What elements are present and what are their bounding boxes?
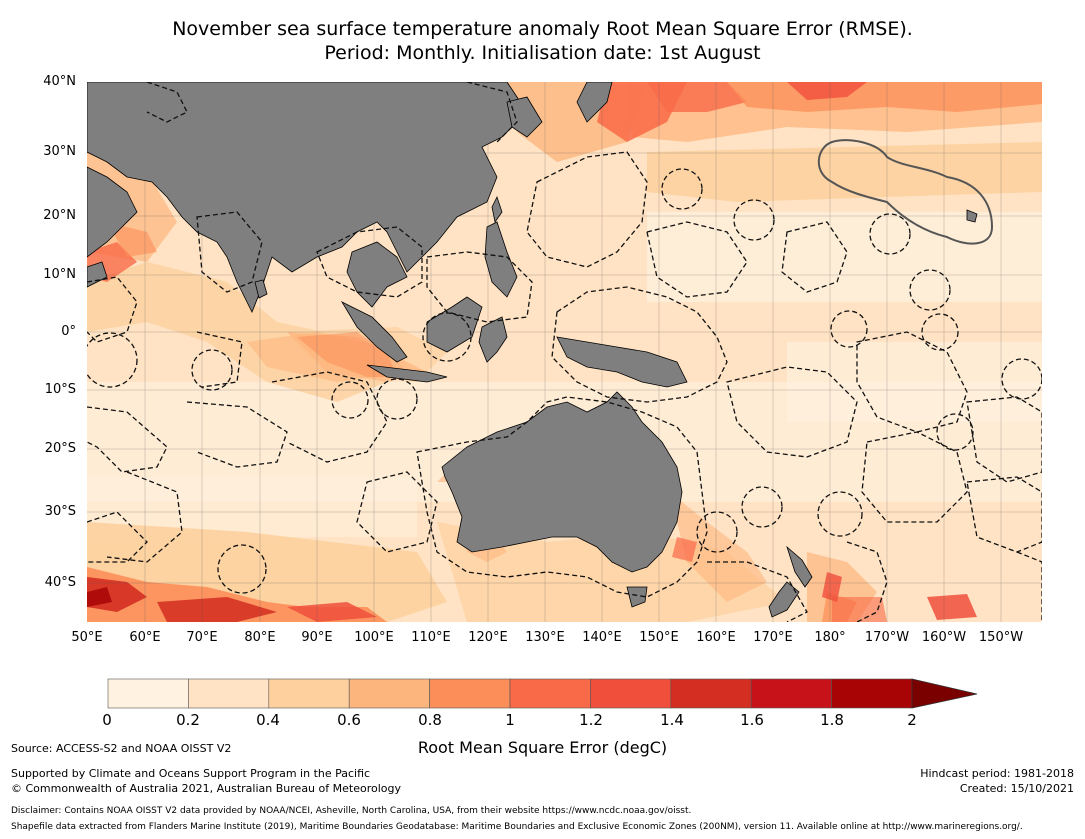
colorbar-cell: [670, 678, 752, 709]
source-text: Source: ACCESS-S2 and NOAA OISST V2: [11, 742, 232, 755]
cb-tick-1-4: 1.4: [660, 711, 684, 729]
lon-label-160w: 160°W: [921, 630, 967, 645]
lat-label-10n: 10°N: [43, 267, 76, 282]
land-japan: [576, 82, 613, 123]
supported-text: Supported by Climate and Oceans Support …: [11, 767, 371, 780]
cb-tick-0-4: 0.4: [256, 711, 280, 729]
land-nz-north: [786, 545, 813, 588]
land-africa-horn: [87, 261, 108, 288]
lat-label-40s: 40°S: [44, 575, 76, 590]
land-australia: [441, 391, 683, 573]
colorbar-cell: [268, 678, 350, 709]
colorbar: [107, 678, 978, 709]
cb-tick-1-6: 1.6: [740, 711, 764, 729]
cb-tick-1-2: 1.2: [579, 711, 603, 729]
cb-tick-0-2: 0.2: [176, 711, 200, 729]
lon-label-100e: 100°E: [354, 630, 394, 645]
lon-label-50e: 50°E: [71, 630, 103, 645]
lat-label-20n: 20°N: [43, 208, 76, 223]
created-date: Created: 15/10/2021: [959, 782, 1074, 795]
chart-title-line1: November sea surface temperature anomaly…: [172, 18, 913, 40]
land-malay: [346, 241, 408, 308]
rmse-map: [87, 82, 1042, 622]
land-sulawesi: [478, 316, 508, 363]
lon-label-180: 180°: [814, 630, 846, 645]
lat-label-30s: 30°S: [44, 504, 76, 519]
lon-label-150w: 150°W: [978, 630, 1024, 645]
lat-label-40n: 40°N: [43, 74, 76, 89]
hawaii-region-outline: [817, 139, 994, 245]
lon-label-170w: 170°W: [864, 630, 910, 645]
lat-label-10s: 10°S: [44, 382, 76, 397]
cb-tick-1: 1: [505, 711, 515, 729]
lon-label-90e: 90°E: [301, 630, 333, 645]
land-tasmania: [626, 586, 648, 608]
land-masses: [87, 82, 978, 618]
land-new-guinea: [556, 336, 688, 388]
land-hawaii: [966, 209, 978, 223]
land-korea: [506, 96, 543, 138]
lon-label-140e: 140°E: [582, 630, 622, 645]
colorbar-cell: [188, 678, 270, 709]
disclaimer-text: Disclaimer: Contains NOAA OISST V2 data …: [11, 806, 692, 816]
colorbar-cell: [590, 678, 672, 709]
colorbar-label: Root Mean Square Error (degC): [417, 738, 668, 757]
lat-label-20s: 20°S: [44, 441, 76, 456]
eez-boundaries: [87, 82, 1042, 622]
colorbar-cell: [509, 678, 591, 709]
cb-tick-0: 0: [102, 711, 112, 729]
land-asia: [87, 82, 528, 313]
copyright-text: © Commonwealth of Australia 2021, Austra…: [11, 782, 401, 795]
colorbar-cell: [750, 678, 832, 709]
shapefile-credit: Shapefile data extracted from Flanders M…: [11, 822, 1023, 832]
lon-label-170e: 170°E: [753, 630, 793, 645]
cb-tick-0-6: 0.6: [337, 711, 361, 729]
land-nz-south: [768, 581, 800, 618]
lon-label-120e: 120°E: [468, 630, 508, 645]
colorbar-cell: [429, 678, 511, 709]
lon-label-160e: 160°E: [696, 630, 736, 645]
colorbar-cell: [107, 678, 189, 709]
land-sri-lanka: [254, 279, 268, 299]
cb-tick-0-8: 0.8: [418, 711, 442, 729]
cb-tick-1-8: 1.8: [820, 711, 844, 729]
colorbar-cell: [831, 678, 913, 709]
colorbar-cell: [348, 678, 430, 709]
land-java: [366, 364, 448, 383]
lat-label-30n: 30°N: [43, 144, 76, 159]
lon-label-150e: 150°E: [639, 630, 679, 645]
chart-title-line2: Period: Monthly. Initialisation date: 1s…: [324, 42, 761, 64]
lon-label-70e: 70°E: [186, 630, 218, 645]
cb-tick-2: 2: [907, 711, 917, 729]
land-arabia: [87, 166, 138, 258]
colorbar-extend-arrow: [911, 678, 978, 709]
land-sumatra: [340, 301, 408, 363]
lon-label-110e: 110°E: [411, 630, 451, 645]
land-philippines: [484, 221, 518, 298]
rmse-field: [87, 82, 1042, 622]
lon-label-60e: 60°E: [129, 630, 161, 645]
lon-label-130e: 130°E: [525, 630, 565, 645]
land-taiwan: [491, 195, 503, 223]
hindcast-period: Hindcast period: 1981-2018: [920, 767, 1074, 780]
lon-label-80e: 80°E: [244, 630, 276, 645]
land-borneo: [426, 296, 483, 353]
lat-label-eq: 0°: [61, 324, 76, 339]
